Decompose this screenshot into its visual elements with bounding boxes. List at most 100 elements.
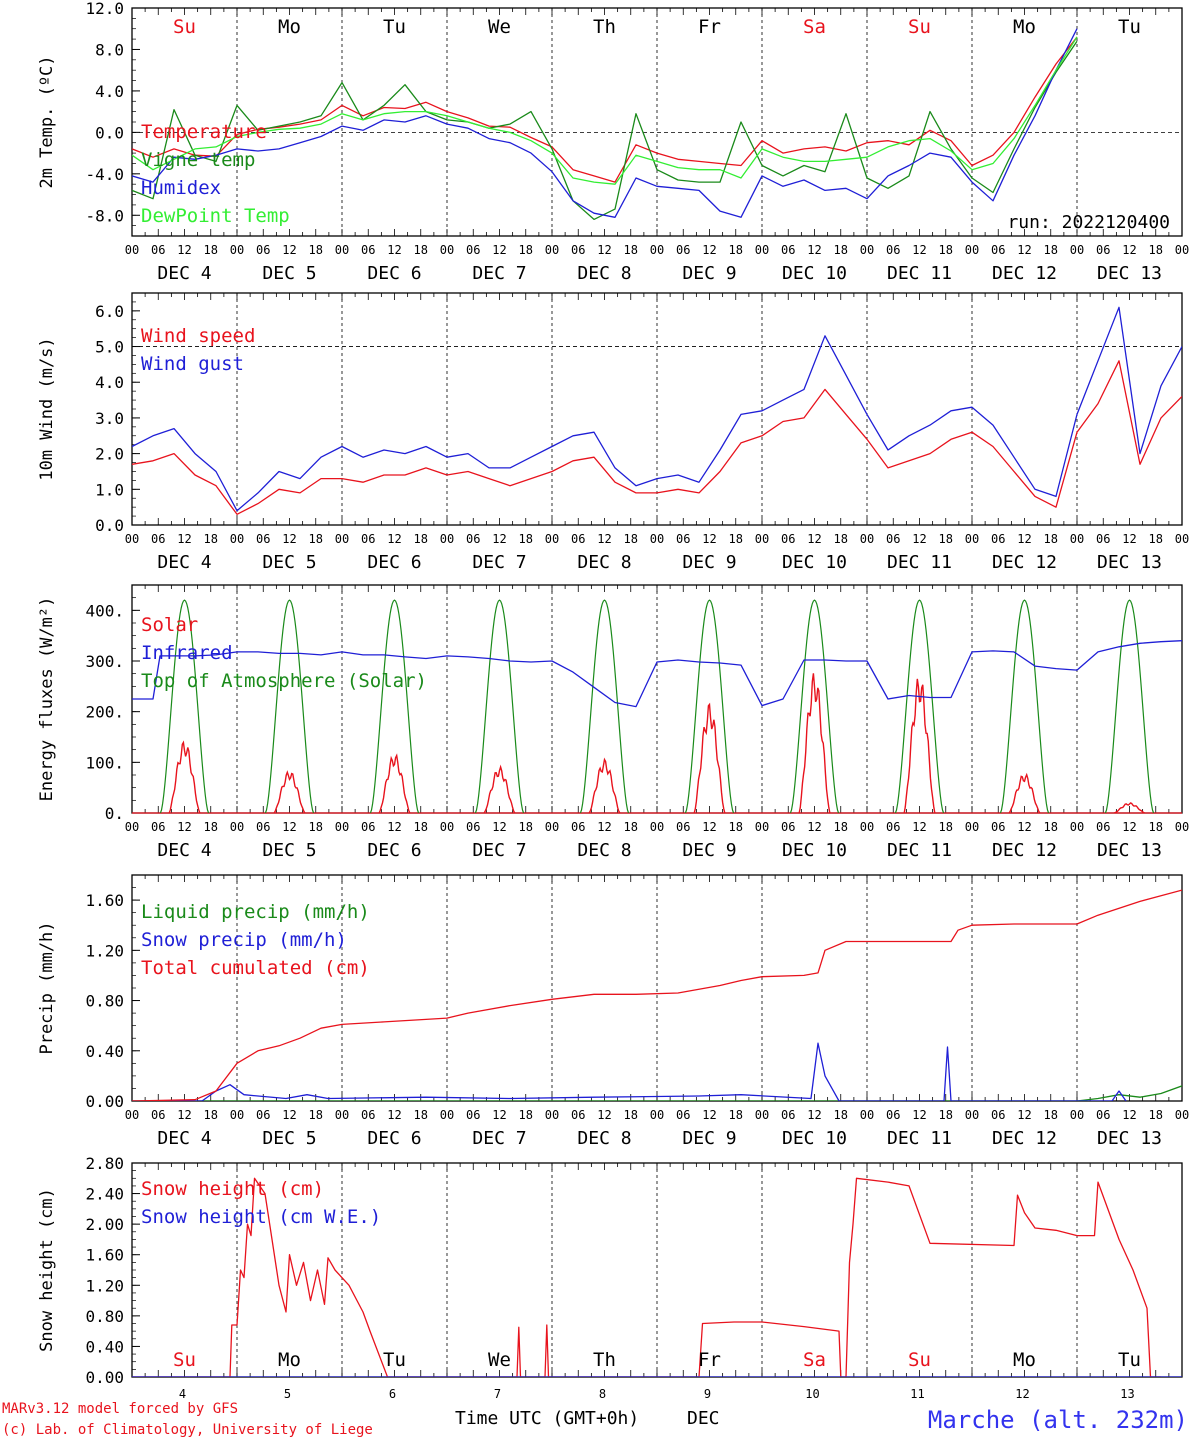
hour-tick-label: 06 xyxy=(361,1108,375,1122)
hour-tick-label: 00 xyxy=(755,820,769,834)
date-label: DEC 8 xyxy=(577,263,631,284)
hour-tick-label: 18 xyxy=(939,243,953,257)
meteogram-panels: -8.0 -4.0 0.0 4.0 8.0 12.0 2m Temp. (ºC) Temper… xyxy=(37,0,1189,1401)
y-tick-label: 1.60 xyxy=(85,891,124,910)
y-tick-label: 0. xyxy=(105,804,124,823)
hour-tick-label: 18 xyxy=(729,820,743,834)
legend-entry: Wind gust xyxy=(141,353,244,375)
hour-tick-label: 18 xyxy=(729,243,743,257)
y-tick-label: 1.20 xyxy=(85,1276,124,1295)
toa-solar-line xyxy=(999,599,1050,813)
weekday-label-top: Mo xyxy=(1013,16,1036,38)
y-tick-label: 4.0 xyxy=(95,82,124,101)
weekday-label-bottom: Su xyxy=(908,1349,931,1371)
hour-tick-label: 06 xyxy=(571,532,585,546)
hour-tick-label: 00 xyxy=(1175,820,1189,834)
hour-tick-label: 18 xyxy=(309,1108,323,1122)
hour-tick-label: 00 xyxy=(860,243,874,257)
hour-tick-label: 00 xyxy=(335,1108,349,1122)
day-number-label: 7 xyxy=(494,1387,501,1401)
hour-tick-label: 12 xyxy=(177,1108,191,1122)
hour-tick-label: 18 xyxy=(519,532,533,546)
y-tick-label: 0.0 xyxy=(95,516,124,535)
date-label: DEC 13 xyxy=(1097,1128,1162,1149)
hour-tick-label: 06 xyxy=(151,1108,165,1122)
hour-tick-label: 12 xyxy=(597,532,611,546)
y-tick-label: 0.40 xyxy=(85,1042,124,1061)
hour-tick-label: 12 xyxy=(387,243,401,257)
hour-tick-label: 00 xyxy=(125,1108,139,1122)
snow-y-label: Snow height (cm) xyxy=(37,1188,57,1352)
energy-panel: 0. 100. 200. 300. 400. Energy fluxes (W/m²) So… xyxy=(37,584,1189,861)
y-tick-label: 12.0 xyxy=(85,0,124,18)
hour-tick-label: 00 xyxy=(545,532,559,546)
hour-tick-label: 00 xyxy=(230,1108,244,1122)
day-number-label: 6 xyxy=(389,1387,396,1401)
hour-tick-label: 18 xyxy=(1149,820,1163,834)
hour-tick-label: 18 xyxy=(729,532,743,546)
date-label: DEC 6 xyxy=(367,552,421,573)
hour-tick-label: 06 xyxy=(1096,820,1110,834)
y-tick-label: -4.0 xyxy=(85,165,124,184)
hour-tick-label: 00 xyxy=(545,243,559,257)
weekday-label-top: Tu xyxy=(1118,16,1141,38)
footer-model-credit: MARv3.12 model forced by GFS xyxy=(2,1401,238,1417)
day-number-label: 13 xyxy=(1120,1387,1134,1401)
date-label: DEC 5 xyxy=(262,263,316,284)
hour-tick-label: 12 xyxy=(702,820,716,834)
weekday-label-bottom: Mo xyxy=(278,1349,301,1371)
hour-tick-label: 00 xyxy=(230,532,244,546)
station-title: Marche (alt. 232m) xyxy=(928,1406,1188,1434)
hour-tick-label: 00 xyxy=(1175,1108,1189,1122)
hour-tick-label: 12 xyxy=(1122,532,1136,546)
date-label: DEC 4 xyxy=(157,1128,211,1149)
series-line-infrared xyxy=(132,640,1182,708)
hour-tick-label: 00 xyxy=(440,820,454,834)
hour-tick-label: 00 xyxy=(650,820,664,834)
solar-line xyxy=(588,757,621,813)
series-line-dewpoint-temp xyxy=(132,36,1078,185)
solar-line xyxy=(798,673,831,813)
hour-tick-label: 18 xyxy=(1044,532,1058,546)
y-tick-label: 1.20 xyxy=(85,941,124,960)
hour-tick-label: 06 xyxy=(256,532,270,546)
series-line-wind-gust xyxy=(132,306,1182,512)
weekday-label-bottom: Tu xyxy=(383,1349,406,1371)
hour-tick-label: 00 xyxy=(440,532,454,546)
hour-tick-label: 00 xyxy=(650,532,664,546)
toa-solar-line xyxy=(159,599,210,813)
toa-solar-line xyxy=(1104,599,1155,813)
legend-entry: Infrared xyxy=(141,642,233,664)
legend-entry: Vigne temp xyxy=(141,149,255,171)
y-tick-label: 5.0 xyxy=(95,338,124,357)
hour-tick-label: 00 xyxy=(860,1108,874,1122)
hour-tick-label: 06 xyxy=(991,532,1005,546)
date-label: DEC 12 xyxy=(992,1128,1057,1149)
hour-tick-label: 00 xyxy=(755,532,769,546)
hour-tick-label: 12 xyxy=(597,1108,611,1122)
solar-line xyxy=(1008,772,1041,813)
hour-tick-label: 12 xyxy=(702,532,716,546)
hour-tick-label: 12 xyxy=(282,1108,296,1122)
hour-tick-label: 06 xyxy=(151,243,165,257)
bottom-axis-title: Time UTC (GMT+0h) xyxy=(455,1408,639,1429)
hour-tick-label: 12 xyxy=(912,1108,926,1122)
temp-panel: -8.0 -4.0 0.0 4.0 8.0 12.0 2m Temp. (ºC) Temper… xyxy=(37,0,1189,284)
hour-tick-label: 00 xyxy=(440,243,454,257)
series-line-vigne-temp xyxy=(132,40,1078,221)
weekday-label-bottom: Th xyxy=(593,1349,616,1371)
weekday-label-top: Su xyxy=(908,16,931,38)
hour-tick-label: 12 xyxy=(387,1108,401,1122)
temp-y-label: 2m Temp. (ºC) xyxy=(37,55,57,188)
hour-tick-label: 06 xyxy=(781,820,795,834)
solar-line xyxy=(483,764,516,813)
hour-tick-label: 18 xyxy=(939,820,953,834)
legend-entry: Snow height (cm) xyxy=(141,1178,324,1200)
series-line-temperature xyxy=(132,36,1078,183)
weekday-label-top: Tu xyxy=(383,16,406,38)
date-label: DEC 7 xyxy=(472,552,526,573)
hour-tick-label: 00 xyxy=(755,1108,769,1122)
hour-tick-label: 18 xyxy=(624,1108,638,1122)
day-number-label: 12 xyxy=(1015,1387,1029,1401)
date-label: DEC 6 xyxy=(367,263,421,284)
